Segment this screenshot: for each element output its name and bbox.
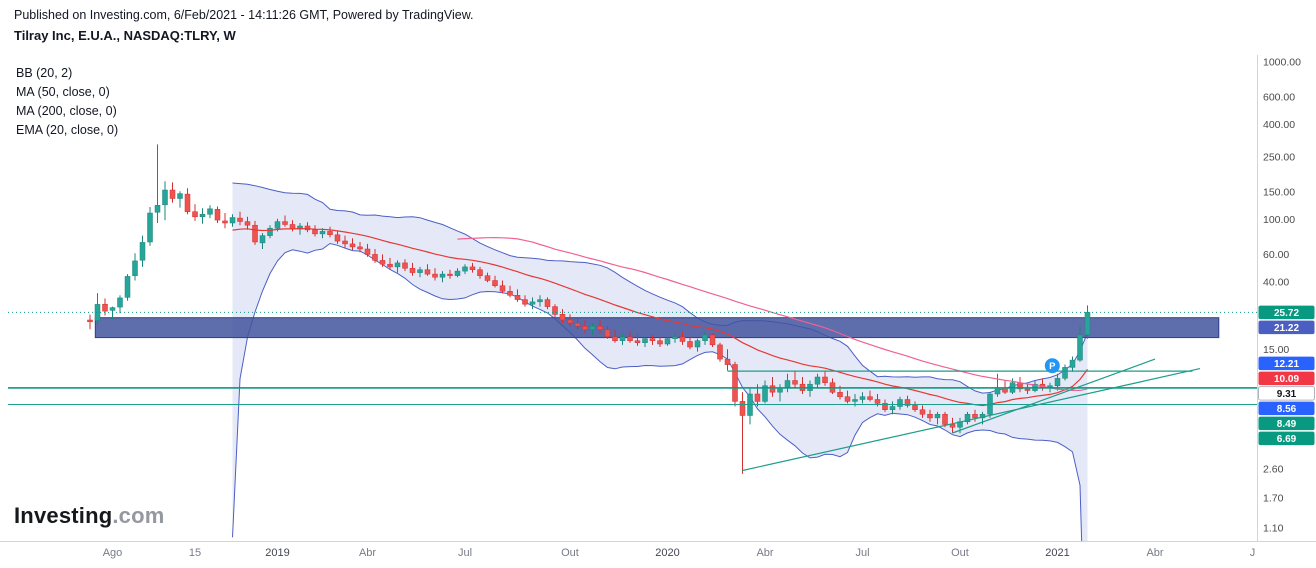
y-tick-label: 100.00 — [1263, 214, 1295, 226]
trendlines-and-levels[interactable] — [8, 358, 1258, 472]
axes — [0, 55, 1316, 542]
logo-brand-text: Investing — [14, 503, 113, 528]
price-badge-label: 10.09 — [1274, 374, 1299, 385]
x-tick-label: Abr — [359, 547, 376, 559]
price-badges[interactable]: 25.72 21.22 12.21 10.09 9.31 8.56 8.49 6.69 — [1258, 305, 1315, 446]
indicator-legend: BB (20, 2) MA (50, close, 0) MA (200, cl… — [16, 64, 118, 140]
price-badge-label: 25.72 — [1274, 308, 1299, 319]
y-tick-label: 60.00 — [1263, 249, 1289, 261]
x-tick-label: Abr — [1146, 547, 1163, 559]
indicator-bb: BB (20, 2) — [16, 66, 73, 80]
x-tick-label: 15 — [189, 547, 201, 559]
x-tick-label: Out — [951, 547, 969, 559]
x-tick-label: 2021 — [1045, 547, 1069, 559]
price-badge — [1258, 371, 1315, 386]
price-badge-label: 9.31 — [1277, 389, 1297, 400]
price-badge — [1258, 416, 1315, 431]
x-tick-label: Abr — [756, 547, 773, 559]
indicator-ema20: EMA (20, close, 0) — [16, 123, 119, 137]
p-marker-label: P — [1049, 361, 1056, 372]
supply-zone-rectangle[interactable] — [94, 317, 1220, 339]
price-badge-label: 21.22 — [1274, 323, 1299, 334]
price-badge — [1258, 431, 1315, 446]
y-tick-label: 1.10 — [1263, 523, 1284, 535]
price-badge-label: 8.56 — [1277, 404, 1297, 415]
price-badge-label: 6.69 — [1277, 434, 1297, 445]
bollinger-band — [232, 182, 1088, 541]
x-tick-label: Out — [561, 547, 579, 559]
price-badge — [1258, 356, 1315, 371]
price-badge-label: 8.49 — [1277, 419, 1297, 430]
x-tick-label: Jul — [458, 547, 472, 559]
y-tick-label: 600.00 — [1263, 91, 1295, 103]
price-badge — [1258, 320, 1315, 335]
x-tick-label: Ago — [103, 547, 123, 559]
y-tick-label: 400.00 — [1263, 119, 1295, 131]
x-tick-label: J — [1250, 547, 1256, 559]
published-line: Published on Investing.com, 6/Feb/2021 -… — [14, 8, 474, 22]
y-tick-label: 40.00 — [1263, 277, 1289, 289]
x-axis[interactable]: Ago 15 2019 Abr Jul Out 2020 Abr Jul Out 2021 Abr J — [103, 547, 1256, 559]
candles — [87, 144, 1091, 474]
x-tick-label: 2019 — [265, 547, 289, 559]
y-tick-label: 1.70 — [1263, 493, 1284, 505]
y-tick-label: 150.00 — [1263, 186, 1295, 198]
x-tick-label: 2020 — [655, 547, 679, 559]
indicator-ma200: MA (200, close, 0) — [16, 104, 117, 118]
y-tick-label: 1000.00 — [1263, 57, 1301, 69]
y-axis[interactable]: 1000.00 600.00 400.00 250.00 150.00 100.00 60.… — [1263, 57, 1301, 535]
price-badge — [1258, 386, 1315, 401]
chart-title: Tilray Inc, E.U.A., NASDAQ:TLRY, W — [14, 28, 236, 43]
p-marker[interactable]: P — [1044, 358, 1060, 374]
indicator-ma50: MA (50, close, 0) — [16, 85, 110, 99]
y-tick-label: 15.00 — [1263, 344, 1289, 356]
logo-suffix-text: .com — [112, 503, 165, 528]
y-tick-label: 250.00 — [1263, 151, 1295, 163]
price-badge-label: 12.21 — [1274, 359, 1299, 370]
x-tick-label: Jul — [855, 547, 869, 559]
investing-logo: Investing.com — [14, 503, 165, 529]
price-badge — [1258, 305, 1315, 320]
price-badge — [1258, 401, 1315, 416]
y-tick-label: 2.60 — [1263, 464, 1284, 476]
